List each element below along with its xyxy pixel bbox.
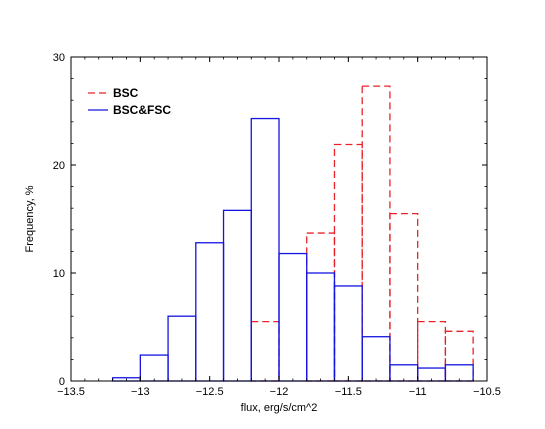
- x-tick-label: −13.5: [57, 386, 85, 398]
- y-tick-label: 20: [53, 160, 65, 172]
- y-axis: 0 10 20 30: [53, 52, 487, 388]
- x-tick-label: −10.5: [473, 386, 501, 398]
- x-tick-label: −11.5: [335, 386, 362, 398]
- x-tick-label: −12: [270, 386, 289, 398]
- legend: BSC BSC&FSC: [88, 86, 171, 117]
- legend-label-bsc: BSC: [113, 86, 139, 100]
- y-tick-label: 10: [53, 268, 65, 280]
- x-tick-label: −11: [409, 386, 427, 398]
- x-axis-title: flux, erg/s/cm^2: [241, 402, 318, 414]
- y-tick-label: 0: [59, 376, 65, 388]
- y-tick-label: 30: [53, 52, 65, 64]
- y-axis-title: Frequency, %: [24, 185, 36, 252]
- x-axis: −13.5 −13 −12.5 −12 −11.5 −11 −10.5: [57, 57, 501, 398]
- legend-label-bsc-fsc: BSC&FSC: [113, 103, 171, 117]
- x-tick-label: −12.5: [196, 386, 224, 398]
- x-tick-label: −13: [131, 386, 150, 398]
